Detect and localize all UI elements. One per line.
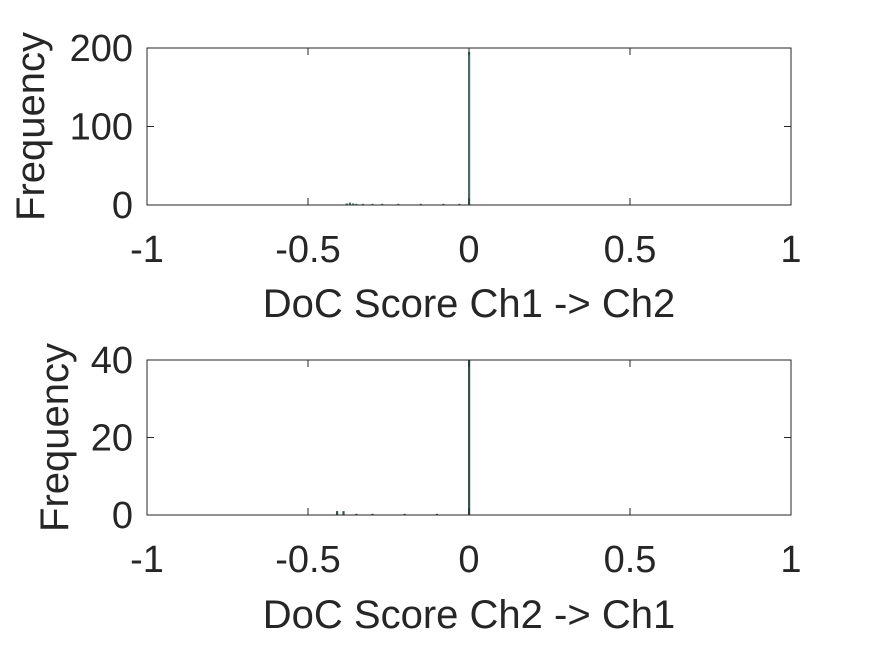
subplot-2: -1 -0.5 0 0.5 1 0 20 40 DoC Score Ch2 -> Ch1 Freq… [33,340,802,637]
x-tick-label: -0.5 [275,539,340,581]
x-axis-label: DoC Score Ch2 -> Ch1 [263,593,675,637]
subplot-1: -1 -0.5 0 0.5 1 0 100 200 DoC Score Ch1 -> Ch2 Fr… [9,28,802,326]
y-axis-label: Frequency [33,343,77,532]
x-tick-label: 0.5 [604,229,657,271]
histogram-bar [355,203,358,205]
y-tick-label: 100 [70,107,133,149]
histogram-bar [397,203,400,205]
x-axis-label: DoC Score Ch1 -> Ch2 [263,282,675,326]
x-tick-label: 0 [458,229,479,271]
histogram-bar [371,203,374,205]
y-tick-label: 0 [112,495,133,537]
y-axis-label: Frequency [9,32,53,221]
y-tick-label: 0 [112,185,133,227]
histogram-bar [458,203,461,205]
x-tick-label: 1 [780,539,801,581]
histogram-bar [442,203,445,205]
histogram-bar [342,511,345,515]
x-tick-label: -0.5 [275,229,340,271]
histogram-bar [403,513,406,515]
histogram-bar [352,203,355,205]
histogram-bar [468,51,471,205]
x-tick-label: 0.5 [604,539,657,581]
x-tick-label: 0 [458,539,479,581]
y-tick-label: 20 [91,418,133,460]
histogram-bar [435,513,438,515]
histogram-bar [355,513,358,515]
histogram-bar [371,513,374,515]
histogram-bar [468,360,471,515]
histogram-bar [419,203,422,205]
histogram-bar [381,203,384,205]
histogram-bar [348,202,352,205]
histogram-bar [335,511,339,515]
histogram-bar [345,203,348,205]
histogram-bar [361,203,364,205]
x-tick-label: -1 [130,539,164,581]
x-tick-label: 1 [780,229,801,271]
y-tick-label: 40 [91,340,133,382]
y-tick-label: 200 [70,28,133,70]
x-tick-label: -1 [130,229,164,271]
